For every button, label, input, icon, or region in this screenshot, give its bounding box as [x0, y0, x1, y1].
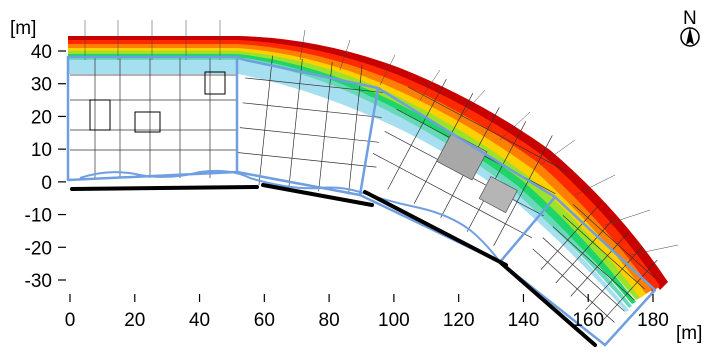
y-tick-label: -30 — [25, 271, 52, 292]
right-block-grid — [372, 78, 568, 247]
x-tick-label: 100 — [378, 310, 410, 331]
y-tick-label: -20 — [25, 238, 52, 259]
y-tick-label: 10 — [31, 140, 52, 161]
south-wall-lines — [70, 183, 597, 347]
grid-guide-lines — [84, 20, 679, 256]
x-tick-label: 80 — [319, 310, 340, 331]
middle-block-grid — [237, 55, 385, 195]
wall-segment-4 — [498, 260, 597, 347]
contour-band-light-green — [68, 51, 640, 300]
southern-boundary-line — [79, 169, 501, 263]
x-tick-label: 120 — [443, 310, 475, 331]
y-tick-label: 20 — [31, 107, 52, 128]
y-tick-label: 40 — [31, 42, 52, 63]
x-tick-label: 0 — [65, 310, 76, 331]
x-tick-label: 180 — [637, 310, 669, 331]
contour-bands — [68, 36, 668, 312]
north-label: N — [683, 8, 697, 29]
x-tick-label: 140 — [508, 310, 540, 331]
contour-band-yellow — [68, 48, 646, 298]
y-tick-label: 30 — [31, 75, 52, 96]
x-tick-label: 60 — [254, 310, 275, 331]
y-axis: 40 30 20 10 0 -10 -20 -30 — [25, 42, 66, 292]
contour-band-orange — [68, 44, 652, 294]
building-outline-west — [66, 55, 239, 182]
x-unit-label: [m] — [676, 323, 702, 344]
wall-segment-3 — [363, 190, 508, 267]
east-wing-grid — [532, 203, 658, 324]
x-tick-label: 160 — [572, 310, 604, 331]
building-outline-east — [359, 86, 557, 264]
building-outline-tip — [499, 196, 657, 347]
building-outlines — [66, 55, 657, 347]
x-axis: 0 20 40 60 80 100 120 140 160 180 — [65, 294, 669, 331]
left-block-grid — [70, 58, 236, 178]
x-tick-label: 40 — [189, 310, 210, 331]
north-arrow-icon: N — [680, 8, 700, 47]
y-unit-label: [m] — [10, 18, 36, 39]
wall-segment-2 — [261, 183, 374, 207]
floor-plan-linework — [70, 20, 679, 324]
wall-segment-1 — [70, 185, 259, 191]
x-tick-label: 20 — [124, 310, 145, 331]
y-tick-label: 0 — [41, 173, 52, 194]
y-tick-label: -10 — [25, 206, 52, 227]
